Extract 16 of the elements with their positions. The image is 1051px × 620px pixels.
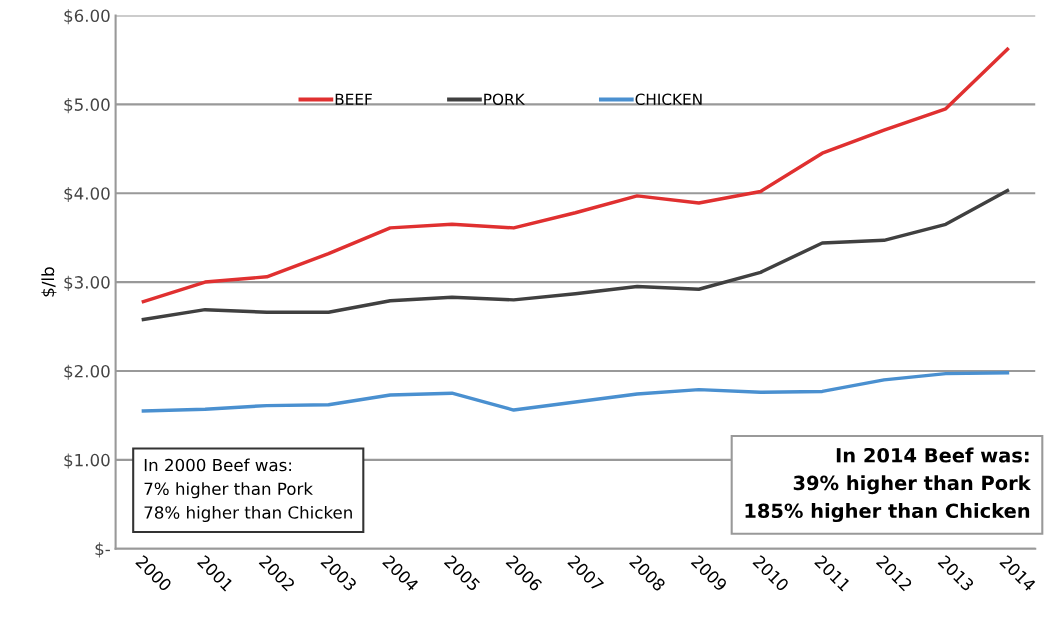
annotation: In 2000 Beef was: 7% higher than Pork 78% higher than Chicken (144, 458, 352, 523)
y-tick-label: $1.00 (64, 453, 110, 469)
y-tick-label: $4.00 (64, 186, 110, 203)
legend-label: BEEF (335, 93, 372, 105)
y-tick-label: $3.00 (64, 275, 110, 291)
legend-label: PORK (484, 93, 525, 106)
y-tick-label: $- (95, 542, 110, 558)
annotation: In 2014 Beef was: 39% higher than Pork 185% higher than Chicken (745, 447, 1032, 523)
y-tick-label: $6.00 (64, 9, 110, 25)
y-axis-title: $/lb (41, 267, 57, 297)
line-series (141, 371, 1010, 413)
legend-label: CHICKEN (635, 93, 702, 106)
line-series (141, 47, 1010, 304)
y-tick-label: $5.00 (64, 98, 110, 114)
line-series (141, 188, 1010, 322)
y-tick-label: $2.00 (64, 364, 110, 380)
